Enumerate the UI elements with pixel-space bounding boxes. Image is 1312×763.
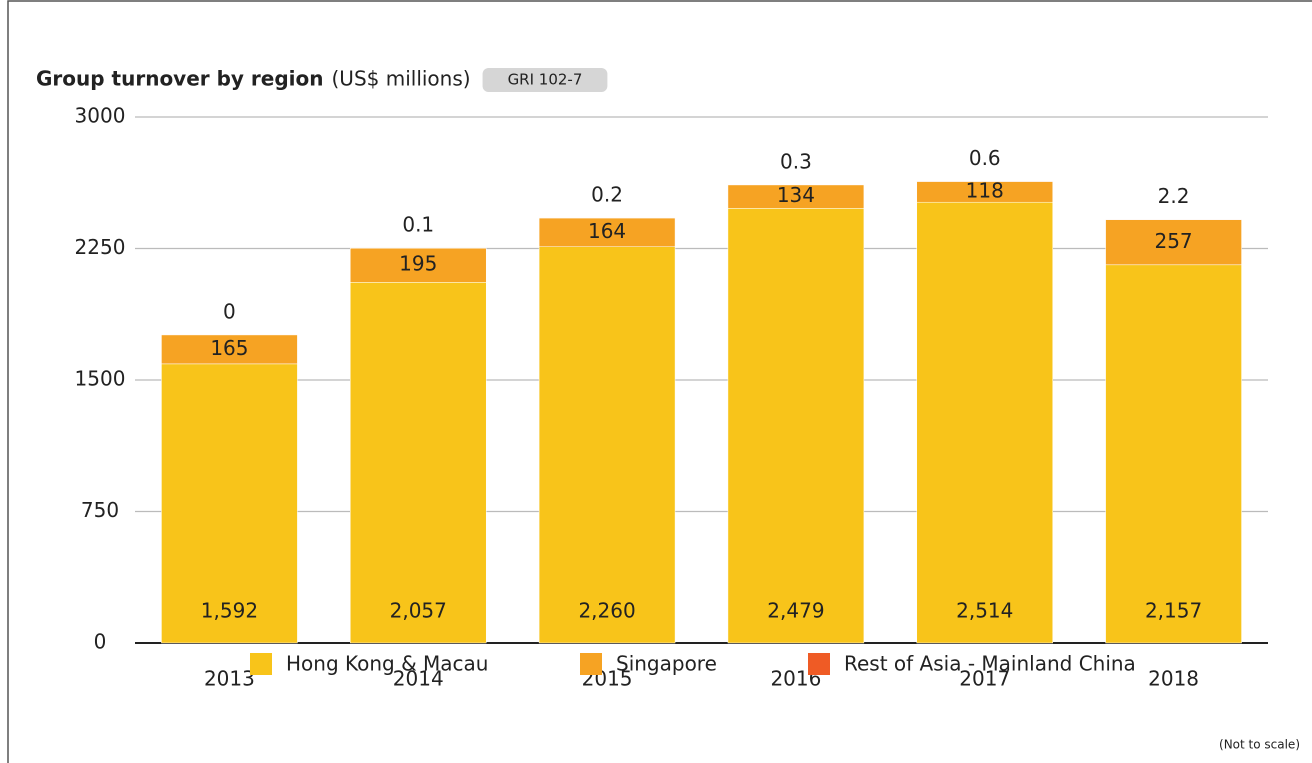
data-label: 2,479 (767, 599, 824, 623)
badge-box (482, 68, 608, 92)
bar-segment (350, 247, 487, 283)
bar-segment (727, 208, 865, 644)
data-label: 0 (223, 299, 236, 323)
data-label: 2,057 (390, 599, 447, 623)
x-tick-label: 2013 (204, 667, 255, 691)
data-label: 164 (588, 219, 626, 243)
data-label: 1,592 (201, 599, 258, 623)
note: (Not to scale) (1219, 738, 1300, 752)
legend-label: Hong Kong & Macau (286, 652, 488, 676)
data-label: 2.2 (1158, 184, 1190, 208)
data-label: 2,260 (578, 599, 635, 623)
data-label: 118 (966, 178, 1004, 202)
data-label: 0.2 (591, 182, 623, 206)
y-tick-label: 3000 (75, 104, 126, 128)
y-tick-label: 1500 (75, 367, 126, 391)
data-label: 195 (399, 252, 437, 276)
bar-segment (350, 282, 487, 644)
bar-segment (1105, 264, 1242, 644)
y-tick-label: 0 (94, 630, 107, 654)
bar-segment (161, 363, 298, 644)
data-label: 0.1 (402, 213, 434, 237)
bar-segment (916, 201, 1053, 644)
data-label: 0.3 (780, 149, 812, 173)
x-tick-label: 2014 (393, 667, 444, 691)
y-tick-label: 750 (81, 498, 119, 522)
data-label: 134 (777, 183, 815, 207)
badge: GRI 102-7 (508, 71, 583, 89)
bar-segment (161, 334, 298, 365)
legend-swatch (580, 653, 602, 675)
data-label: 0.6 (969, 146, 1001, 170)
chart-title: Group turnover by region (36, 67, 324, 91)
data-label: 2,514 (956, 599, 1013, 623)
y-tick-label: 2250 (75, 235, 126, 259)
x-tick-label: 2017 (959, 667, 1010, 691)
legend-swatch (250, 653, 272, 675)
x-tick-label: 2018 (1148, 667, 1199, 691)
legend-label: Singapore (616, 652, 717, 676)
bar-segment (538, 246, 676, 644)
data-label: 2,157 (1145, 599, 1202, 623)
data-label: 257 (1154, 229, 1192, 253)
legend-label: Rest of Asia - Mainland China (844, 652, 1136, 676)
chart-subtitle: (US$ millions) (332, 67, 471, 91)
data-label: 165 (210, 336, 248, 360)
frame (7, 0, 1312, 763)
legend-swatch (808, 653, 830, 675)
